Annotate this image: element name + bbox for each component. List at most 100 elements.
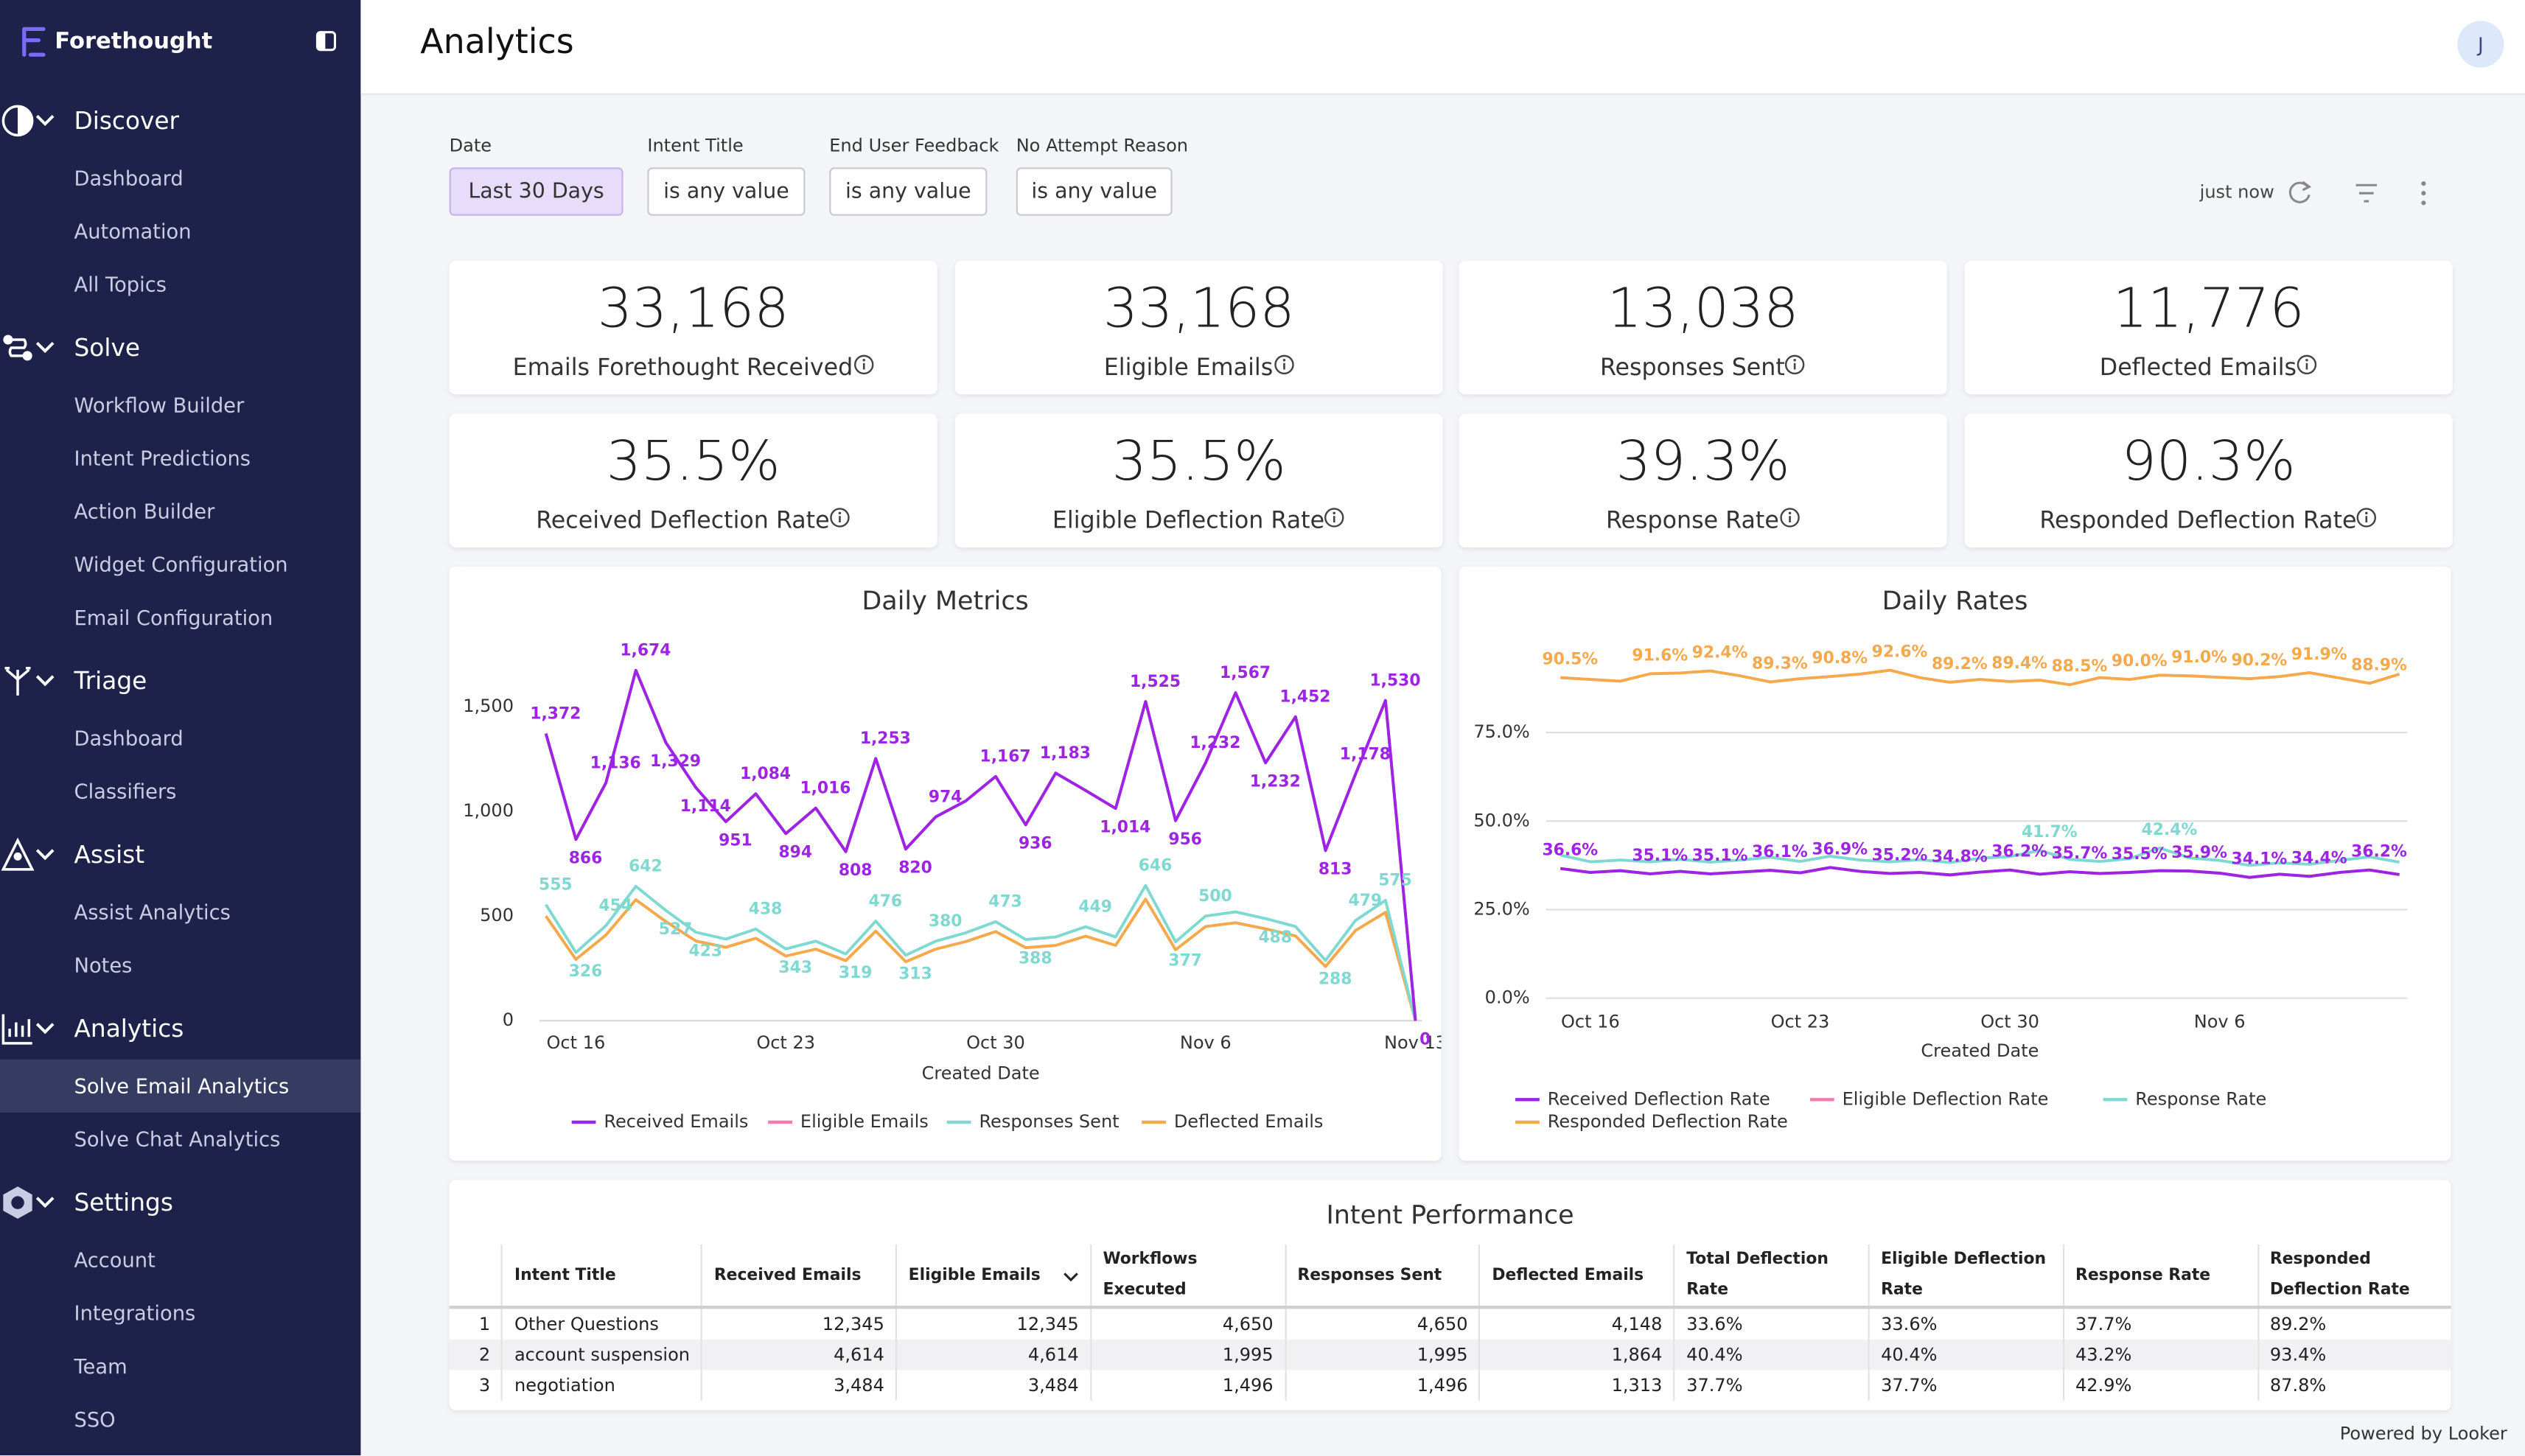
kpi-value: 39.3% bbox=[1616, 430, 1790, 494]
brand[interactable]: Forethought bbox=[19, 19, 212, 64]
nav-section: Settings Account Integrations Team SSO bbox=[0, 1172, 360, 1452]
info-icon bbox=[1779, 508, 1800, 528]
nav-icon bbox=[1, 837, 35, 871]
column-header: Received Emails bbox=[701, 1244, 897, 1309]
table-cell: 33.6% bbox=[1868, 1307, 2064, 1340]
nav-item[interactable]: Dashboard bbox=[74, 166, 184, 190]
data-label: 90.0% bbox=[2112, 652, 2168, 671]
data-label: 423 bbox=[688, 942, 722, 960]
toolbar-icons[interactable] bbox=[2287, 179, 2448, 208]
column-header-text: Responses Sent bbox=[1297, 1266, 1442, 1284]
table-card: Intent Performance Intent Title Received … bbox=[449, 1180, 2451, 1411]
avatar[interactable]: J bbox=[2457, 21, 2504, 68]
nav-section-title: Triage bbox=[74, 666, 147, 696]
nav-item[interactable]: SSO bbox=[74, 1407, 116, 1432]
nav-item[interactable]: Solve Email Analytics bbox=[0, 1059, 361, 1113]
data-label: 90.8% bbox=[1812, 649, 1868, 668]
nav-item[interactable]: Dashboard bbox=[74, 726, 184, 751]
x-tick-label: Oct 23 bbox=[756, 1032, 815, 1053]
data-label: 1,525 bbox=[1130, 673, 1181, 691]
nav-section: Triage Dashboard Classifiers bbox=[0, 651, 360, 825]
top-bar: Analytics J bbox=[360, 0, 2525, 95]
table-cell: 3,484 bbox=[895, 1370, 1092, 1401]
kpi-card: 33,168 Emails Forethought Received bbox=[449, 260, 937, 395]
table-cell: 1 bbox=[478, 1313, 491, 1335]
table-cell: 37.7% bbox=[2062, 1307, 2258, 1340]
data-label: 454 bbox=[598, 897, 632, 915]
info-icon bbox=[1325, 508, 1345, 528]
filter-button[interactable]: is any value bbox=[647, 167, 806, 216]
kpi-label: Received Deflection Rate bbox=[450, 507, 937, 534]
data-label: 646 bbox=[1139, 857, 1173, 875]
chevron bbox=[35, 1197, 55, 1208]
nav-section: Analytics Solve Email Analytics Solve Chat… bbox=[0, 998, 361, 1172]
nav-section-header[interactable]: Discover bbox=[0, 90, 360, 151]
nav-item[interactable]: Widget Configuration bbox=[74, 552, 288, 577]
chevron bbox=[35, 849, 55, 861]
filter-button[interactable]: is any value bbox=[1016, 167, 1173, 216]
collapse-button[interactable] bbox=[315, 31, 336, 52]
nav-section-header[interactable]: Solve bbox=[0, 317, 360, 378]
nav-section-header[interactable]: Analytics bbox=[0, 998, 360, 1060]
kpi-card: 35.5% Eligible Deflection Rate bbox=[954, 413, 1443, 547]
table-row: 2 account suspension 4,614 4,614 1,995 1,995 1… bbox=[449, 1339, 2451, 1371]
data-label: 1,084 bbox=[740, 765, 791, 783]
filter-label: Intent Title bbox=[647, 135, 744, 156]
sidebar: Forethought Discover Dashboard Automation A… bbox=[0, 0, 361, 1456]
filter-button[interactable]: Last 30 Days bbox=[449, 167, 624, 216]
nav-section-title: Analytics bbox=[74, 1014, 184, 1043]
nav-item[interactable]: Integrations bbox=[74, 1301, 196, 1326]
column-header: Eligible Deflection Rate bbox=[1868, 1244, 2064, 1309]
nav-section-header[interactable]: Assist bbox=[0, 825, 360, 886]
kpi-card: 35.5% Received Deflection Rate bbox=[449, 413, 937, 547]
nav-item[interactable]: Account bbox=[74, 1247, 156, 1273]
data-label: 1,253 bbox=[860, 729, 911, 748]
nav-item[interactable]: Solve Chat Analytics bbox=[74, 1127, 281, 1152]
series-line bbox=[1560, 866, 2400, 879]
column-header-text: Eligible Emails bbox=[908, 1266, 1041, 1284]
nav-item[interactable]: Action Builder bbox=[74, 499, 215, 524]
nav-section-header[interactable]: Settings bbox=[0, 1172, 360, 1233]
nav-item[interactable]: Automation bbox=[74, 219, 192, 243]
nav-item[interactable]: Notes bbox=[74, 953, 133, 978]
data-label: 35.1% bbox=[1632, 847, 1688, 865]
nav-item[interactable]: Assist Analytics bbox=[74, 900, 231, 925]
data-label: 1,232 bbox=[1250, 773, 1301, 791]
filter-button[interactable]: is any value bbox=[829, 167, 988, 216]
data-label: 35.5% bbox=[2112, 845, 2168, 864]
chart-title: Daily Metrics bbox=[862, 587, 1028, 616]
nav-item[interactable]: Classifiers bbox=[74, 779, 177, 804]
nav: Discover Dashboard Automation All Topics Sol… bbox=[0, 90, 361, 1452]
brand-logo bbox=[22, 27, 46, 57]
data-label: 974 bbox=[929, 788, 963, 806]
kpi-label: Deflected Emails bbox=[1965, 354, 2453, 382]
nav-section-header[interactable]: Triage bbox=[0, 651, 360, 712]
legend-label: Response Rate bbox=[2135, 1088, 2266, 1109]
data-label: 1,530 bbox=[1369, 671, 1420, 690]
chart: Daily Rates 0.0% 25.0% 50.0% 75.0% Oct 16 Oct … bbox=[1473, 587, 2408, 1132]
x-axis-title: Created Date bbox=[1921, 1040, 2039, 1061]
data-label: 36.6% bbox=[1542, 841, 1598, 860]
table-cell: 89.2% bbox=[2257, 1307, 2451, 1340]
kpi-value: 13,038 bbox=[1607, 276, 1799, 342]
kpi-label-text: Eligible Deflection Rate bbox=[1052, 508, 1325, 535]
x-tick-label: Oct 16 bbox=[1561, 1011, 1620, 1032]
data-label: 41.7% bbox=[2022, 823, 2078, 841]
kpi-label: Responses Sent bbox=[1459, 354, 1947, 382]
footer-text: Powered by bbox=[2339, 1423, 2443, 1444]
nav-icon bbox=[1, 105, 34, 137]
data-label: 88.9% bbox=[2351, 656, 2407, 674]
y-tick-label: 0.0% bbox=[1485, 987, 1530, 1008]
data-label: 473 bbox=[988, 893, 1022, 911]
column-header-text: Intent Title bbox=[514, 1266, 616, 1284]
data-label: 36.9% bbox=[1812, 840, 1868, 858]
data-label: 1,183 bbox=[1040, 744, 1091, 763]
nav-item[interactable]: Intent Predictions bbox=[74, 446, 251, 471]
data-label: 1,674 bbox=[620, 642, 671, 660]
kpi-card: 11,776 Deflected Emails bbox=[1964, 260, 2453, 395]
nav-item[interactable]: Workflow Builder bbox=[74, 393, 245, 417]
nav-item[interactable]: Email Configuration bbox=[74, 605, 273, 630]
nav-item[interactable]: All Topics bbox=[74, 272, 167, 297]
nav-item[interactable]: Team bbox=[74, 1354, 128, 1379]
kpi-value: 33,168 bbox=[1103, 276, 1295, 342]
